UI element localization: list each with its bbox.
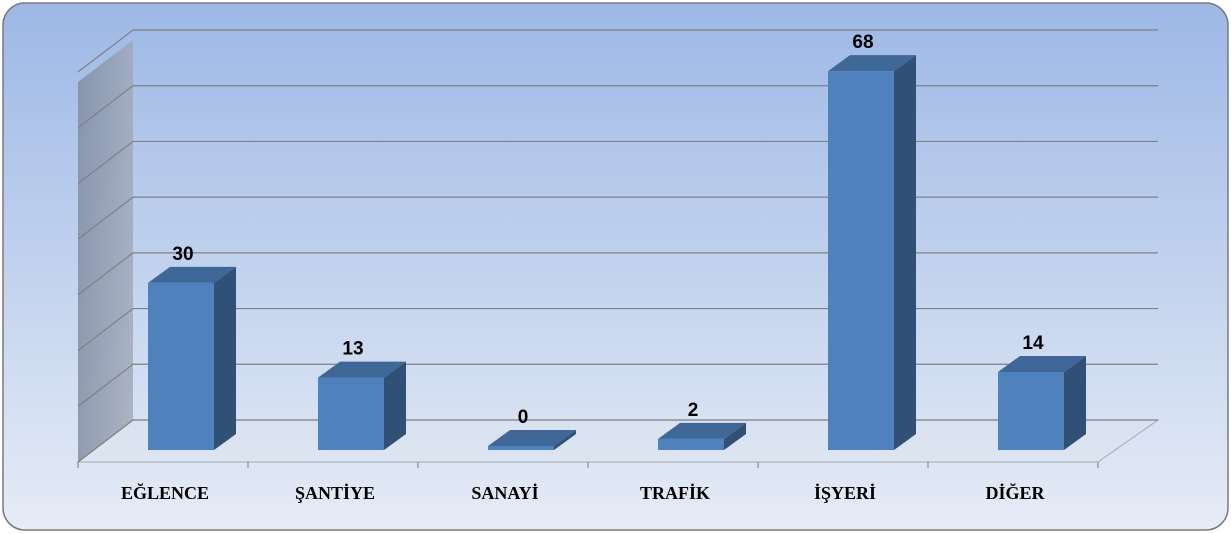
data-label: 68	[852, 32, 873, 53]
grid-line	[77, 419, 1158, 463]
grid-line	[77, 307, 1158, 352]
bar-top	[148, 266, 236, 283]
bar-side	[214, 266, 236, 450]
x-tick-label: SANAYİ	[471, 483, 538, 503]
grid-line	[77, 140, 1158, 184]
data-label: 30	[172, 244, 193, 265]
bar	[318, 377, 384, 450]
data-label: 13	[342, 339, 363, 360]
grid-line	[77, 29, 1158, 73]
bar-side	[894, 55, 916, 451]
grid-line	[77, 85, 1158, 129]
data-label: 14	[1022, 333, 1044, 354]
bar	[828, 71, 894, 451]
x-tick-label: EĞLENCE	[121, 482, 209, 503]
bar	[148, 282, 214, 450]
bar-top	[488, 430, 576, 446]
bar-top	[998, 356, 1086, 372]
bar-side	[384, 361, 406, 450]
data-label: 2	[688, 400, 699, 421]
bar-top	[828, 55, 916, 72]
x-tick-label: DİĞER	[985, 482, 1045, 503]
bar-side	[1064, 356, 1086, 450]
side-wall	[78, 40, 133, 462]
bar-top	[658, 422, 746, 439]
bar-side	[554, 430, 576, 450]
floor	[76, 419, 1160, 463]
x-tick-label: ŞANTİYE	[295, 483, 375, 503]
data-label: 0	[518, 407, 529, 428]
x-tick-label: TRAFİK	[640, 483, 710, 503]
grid-line	[77, 363, 1158, 407]
bar	[488, 446, 554, 450]
bar	[998, 372, 1064, 450]
bar-side	[724, 422, 746, 450]
grid-line	[77, 196, 1158, 240]
bar-top	[318, 361, 406, 378]
bar	[658, 438, 724, 450]
x-tick-label: İŞYERİ	[814, 483, 876, 503]
grid-line	[77, 252, 1158, 296]
